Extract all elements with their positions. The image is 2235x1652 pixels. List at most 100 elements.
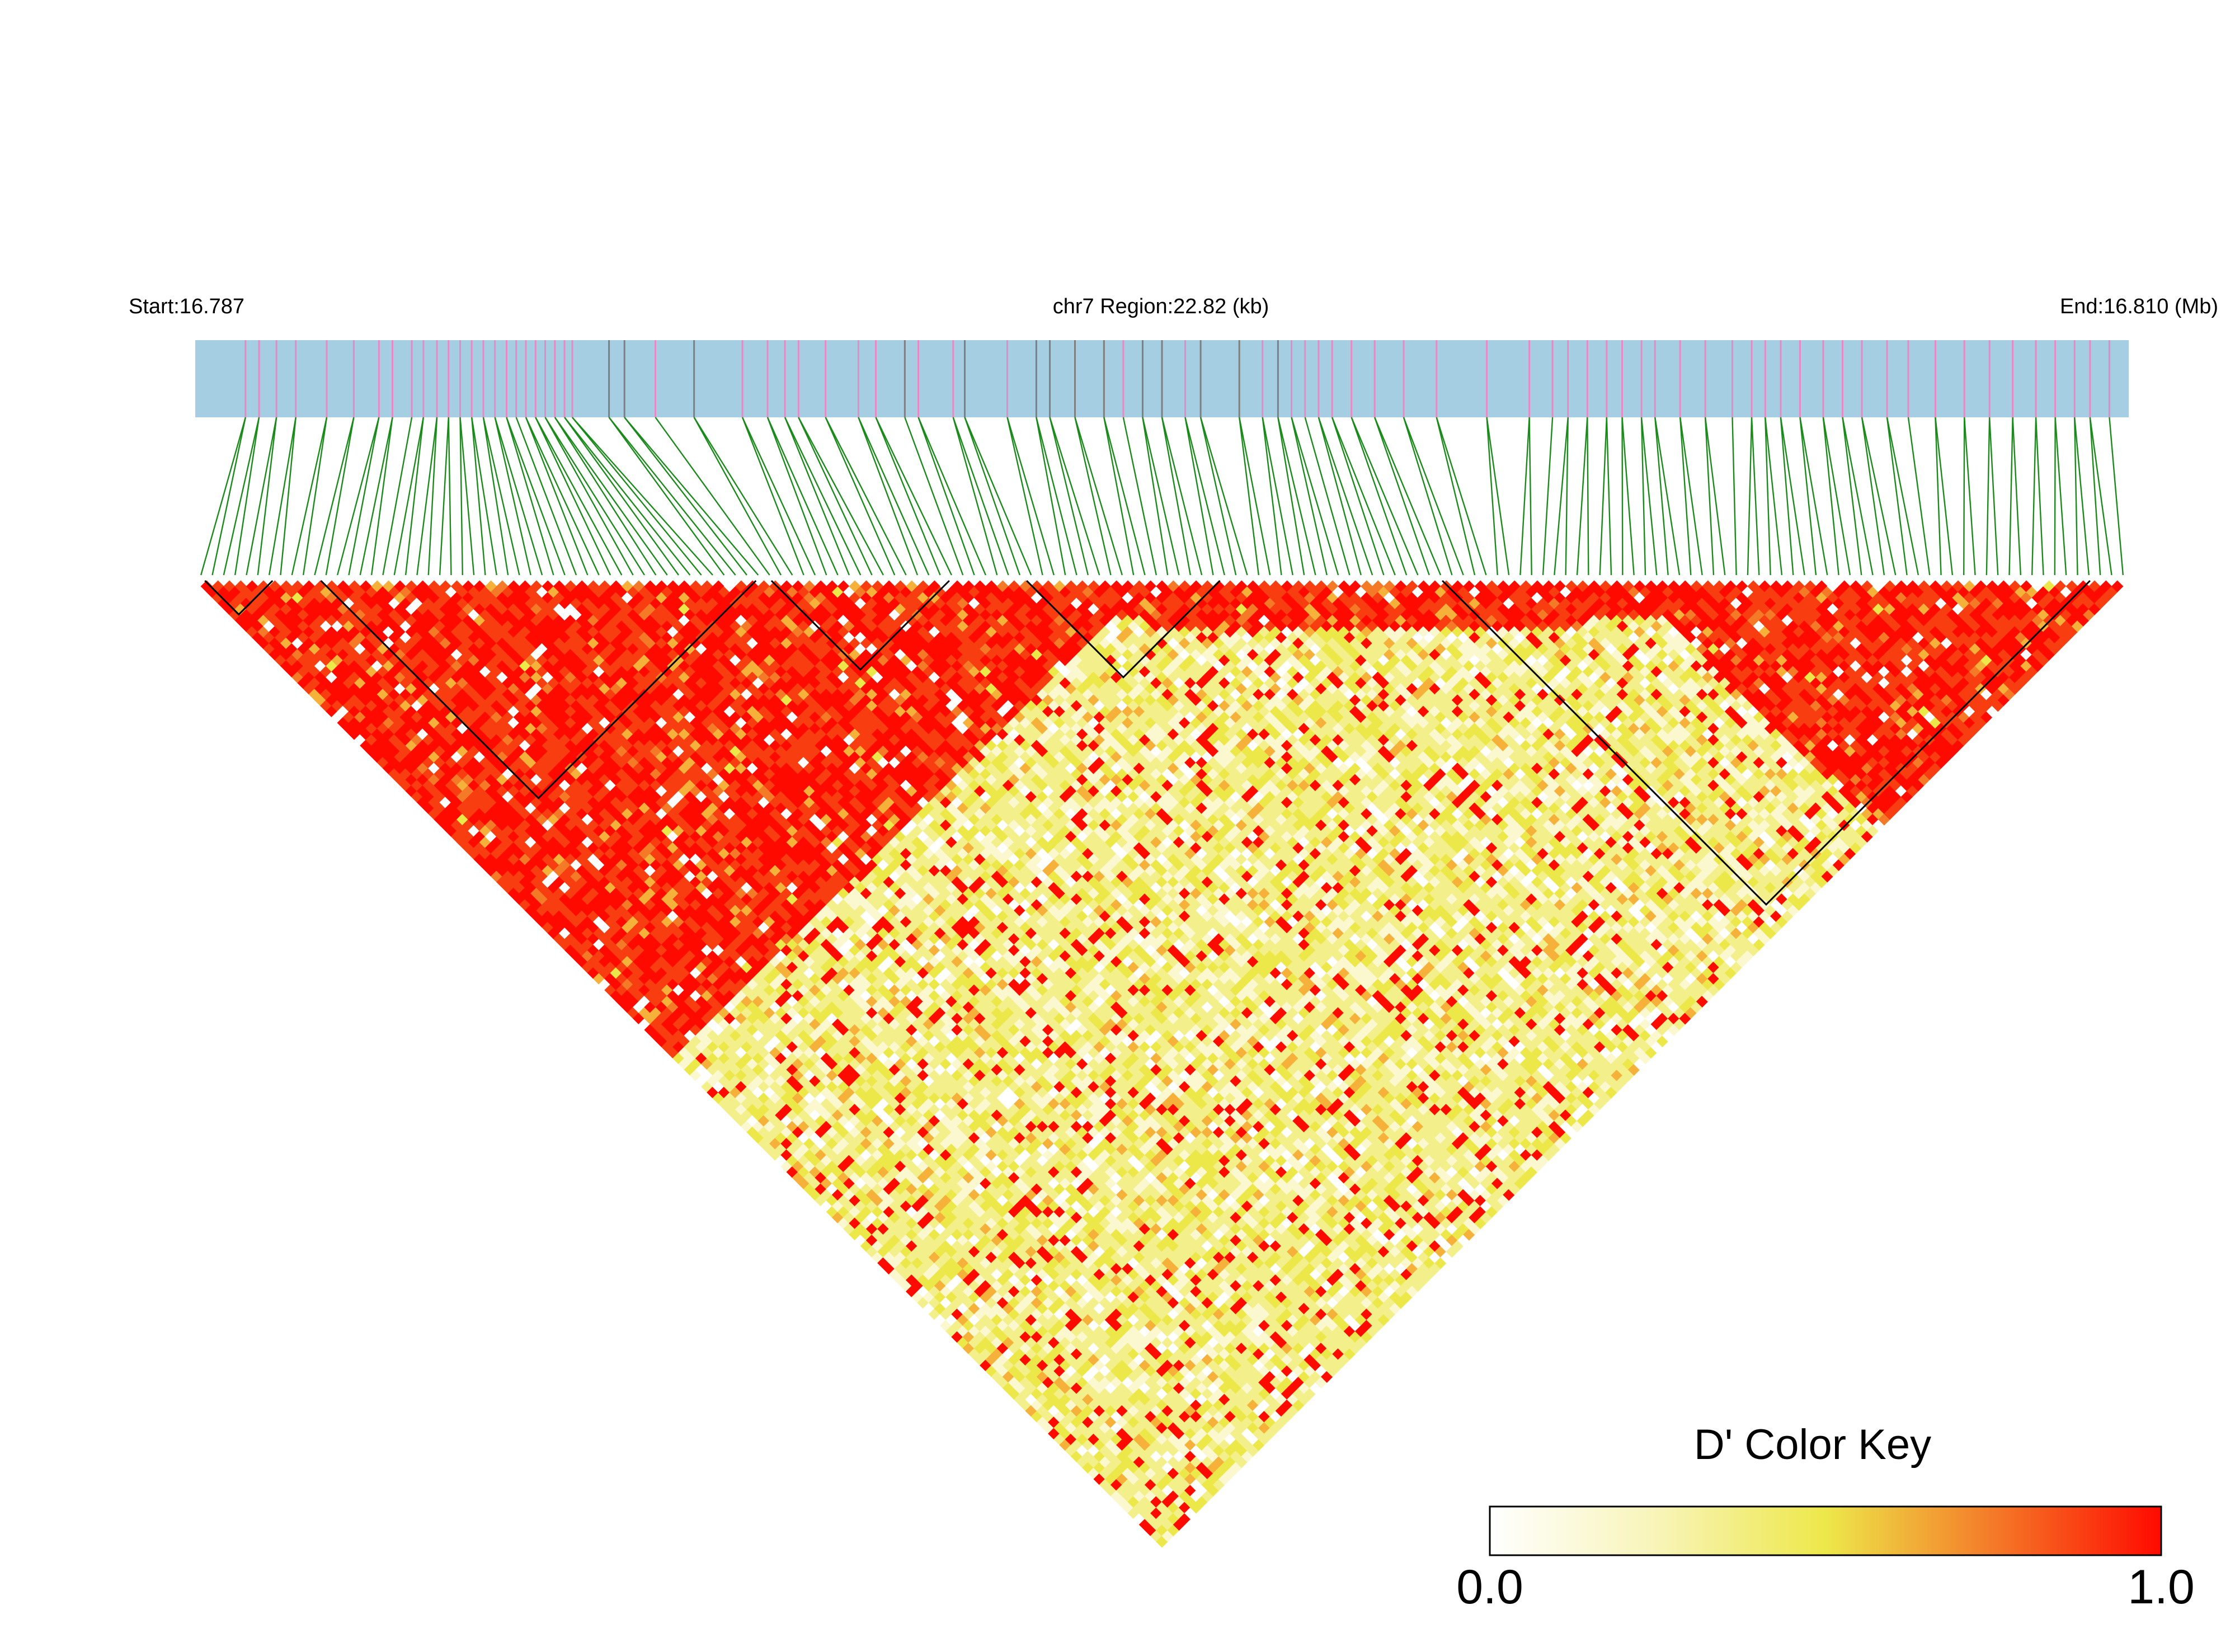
snp-connector	[404, 417, 425, 576]
ld-cell	[678, 967, 690, 980]
ld-cell	[286, 654, 298, 667]
ld-cell	[394, 671, 406, 684]
region-length-label: chr7 Region:22.82 (kb)	[1053, 295, 1269, 318]
ld-cell	[968, 1268, 981, 1281]
ld-cell	[678, 1035, 690, 1048]
ld-cell	[530, 819, 543, 831]
ld-cell	[928, 1297, 941, 1309]
ld-cell	[496, 785, 509, 797]
snp-connector	[572, 417, 713, 576]
ld-cell	[905, 1217, 918, 1230]
ld-cell	[911, 1245, 924, 1258]
ld-cell	[200, 580, 213, 592]
ld-cell	[394, 740, 406, 752]
ld-cell	[633, 933, 645, 945]
ld-cell	[928, 1274, 941, 1287]
ld-cell	[991, 1279, 1003, 1292]
ld-cell	[308, 586, 321, 599]
ld-cell	[951, 1308, 963, 1321]
ld-cell	[826, 1137, 839, 1150]
ld-cell	[473, 774, 486, 786]
ld-cell	[872, 1240, 884, 1253]
ld-cell	[1082, 1427, 1094, 1440]
ld-cell	[843, 1155, 855, 1167]
ld-cell	[843, 1177, 855, 1190]
ld-cell	[661, 1041, 674, 1053]
ld-cell	[951, 1263, 963, 1275]
ld-cell	[1167, 1524, 1180, 1537]
ld-cell	[1036, 1325, 1049, 1338]
ld-cell	[428, 785, 440, 797]
ld-cell	[519, 887, 531, 900]
ld-cell	[763, 1052, 776, 1065]
ld-cell	[928, 1251, 941, 1264]
ld-cell	[865, 1223, 878, 1235]
ld-cell	[741, 1098, 753, 1110]
ld-cell	[326, 671, 338, 684]
ld-cell	[326, 625, 338, 638]
ld-cell	[888, 1177, 901, 1190]
snp-connector	[1780, 417, 1794, 576]
ld-cell	[701, 1001, 713, 1014]
ld-cell	[872, 1194, 884, 1207]
ld-cell	[394, 728, 406, 741]
ld-cell	[638, 984, 651, 996]
ld-cell	[490, 790, 503, 803]
ld-cell	[718, 1052, 731, 1065]
ld-cell	[308, 609, 321, 621]
ld-cell	[763, 1075, 776, 1088]
ld-cell	[996, 1365, 1009, 1377]
ld-cell	[592, 882, 605, 894]
ld-cell	[718, 1098, 731, 1110]
ld-cell	[843, 1189, 855, 1201]
ld-cell	[490, 836, 503, 849]
ld-cell	[365, 711, 378, 723]
snp-connector	[1403, 417, 1464, 576]
ld-cell	[951, 1274, 963, 1287]
ld-cell	[757, 1114, 770, 1127]
snp-connector	[1351, 417, 1408, 576]
ld-cell	[411, 745, 424, 757]
ld-cell	[388, 745, 401, 757]
ld-cell	[1099, 1479, 1112, 1491]
snp-connector	[571, 417, 702, 576]
ld-cell	[820, 1109, 833, 1122]
snp-connector	[416, 417, 438, 576]
ld-cell	[513, 790, 526, 803]
ld-cell	[513, 859, 526, 871]
snp-connector	[1799, 417, 1817, 576]
ld-cell	[872, 1251, 884, 1264]
ld-cell	[411, 768, 424, 780]
ld-cell	[757, 1069, 770, 1082]
ld-cell	[513, 893, 526, 905]
snp-connector	[1606, 417, 1612, 576]
snp-connector	[1351, 417, 1419, 576]
ld-cell	[968, 1348, 981, 1361]
snp-connector-lines	[200, 417, 2124, 576]
ld-cell	[405, 751, 418, 763]
ld-cell	[371, 648, 384, 661]
ld-cell	[434, 756, 446, 769]
snp-connector	[482, 417, 509, 576]
snp-connector	[1799, 417, 1828, 576]
ld-cell	[1082, 1461, 1094, 1474]
ld-cell	[849, 1206, 861, 1218]
ld-cell	[1076, 1410, 1089, 1423]
ld-cell	[388, 699, 401, 712]
ld-cell	[911, 1211, 924, 1224]
snp-connector	[825, 417, 896, 576]
snp-connector	[1318, 417, 1362, 576]
ld-cell	[1059, 1427, 1071, 1440]
ld-cell	[780, 1149, 793, 1161]
ld-cell	[655, 1012, 668, 1025]
ld-cell	[411, 790, 424, 803]
ld-cell	[849, 1171, 861, 1184]
ld-cell	[849, 1160, 861, 1173]
ld-cell	[803, 1092, 816, 1104]
ld-cell	[888, 1223, 901, 1235]
ld-cell	[394, 751, 406, 763]
snp-connector	[1861, 417, 1897, 576]
snp-connector	[1049, 417, 1089, 576]
ld-cell	[1122, 1456, 1134, 1469]
ld-cell	[741, 1121, 753, 1133]
